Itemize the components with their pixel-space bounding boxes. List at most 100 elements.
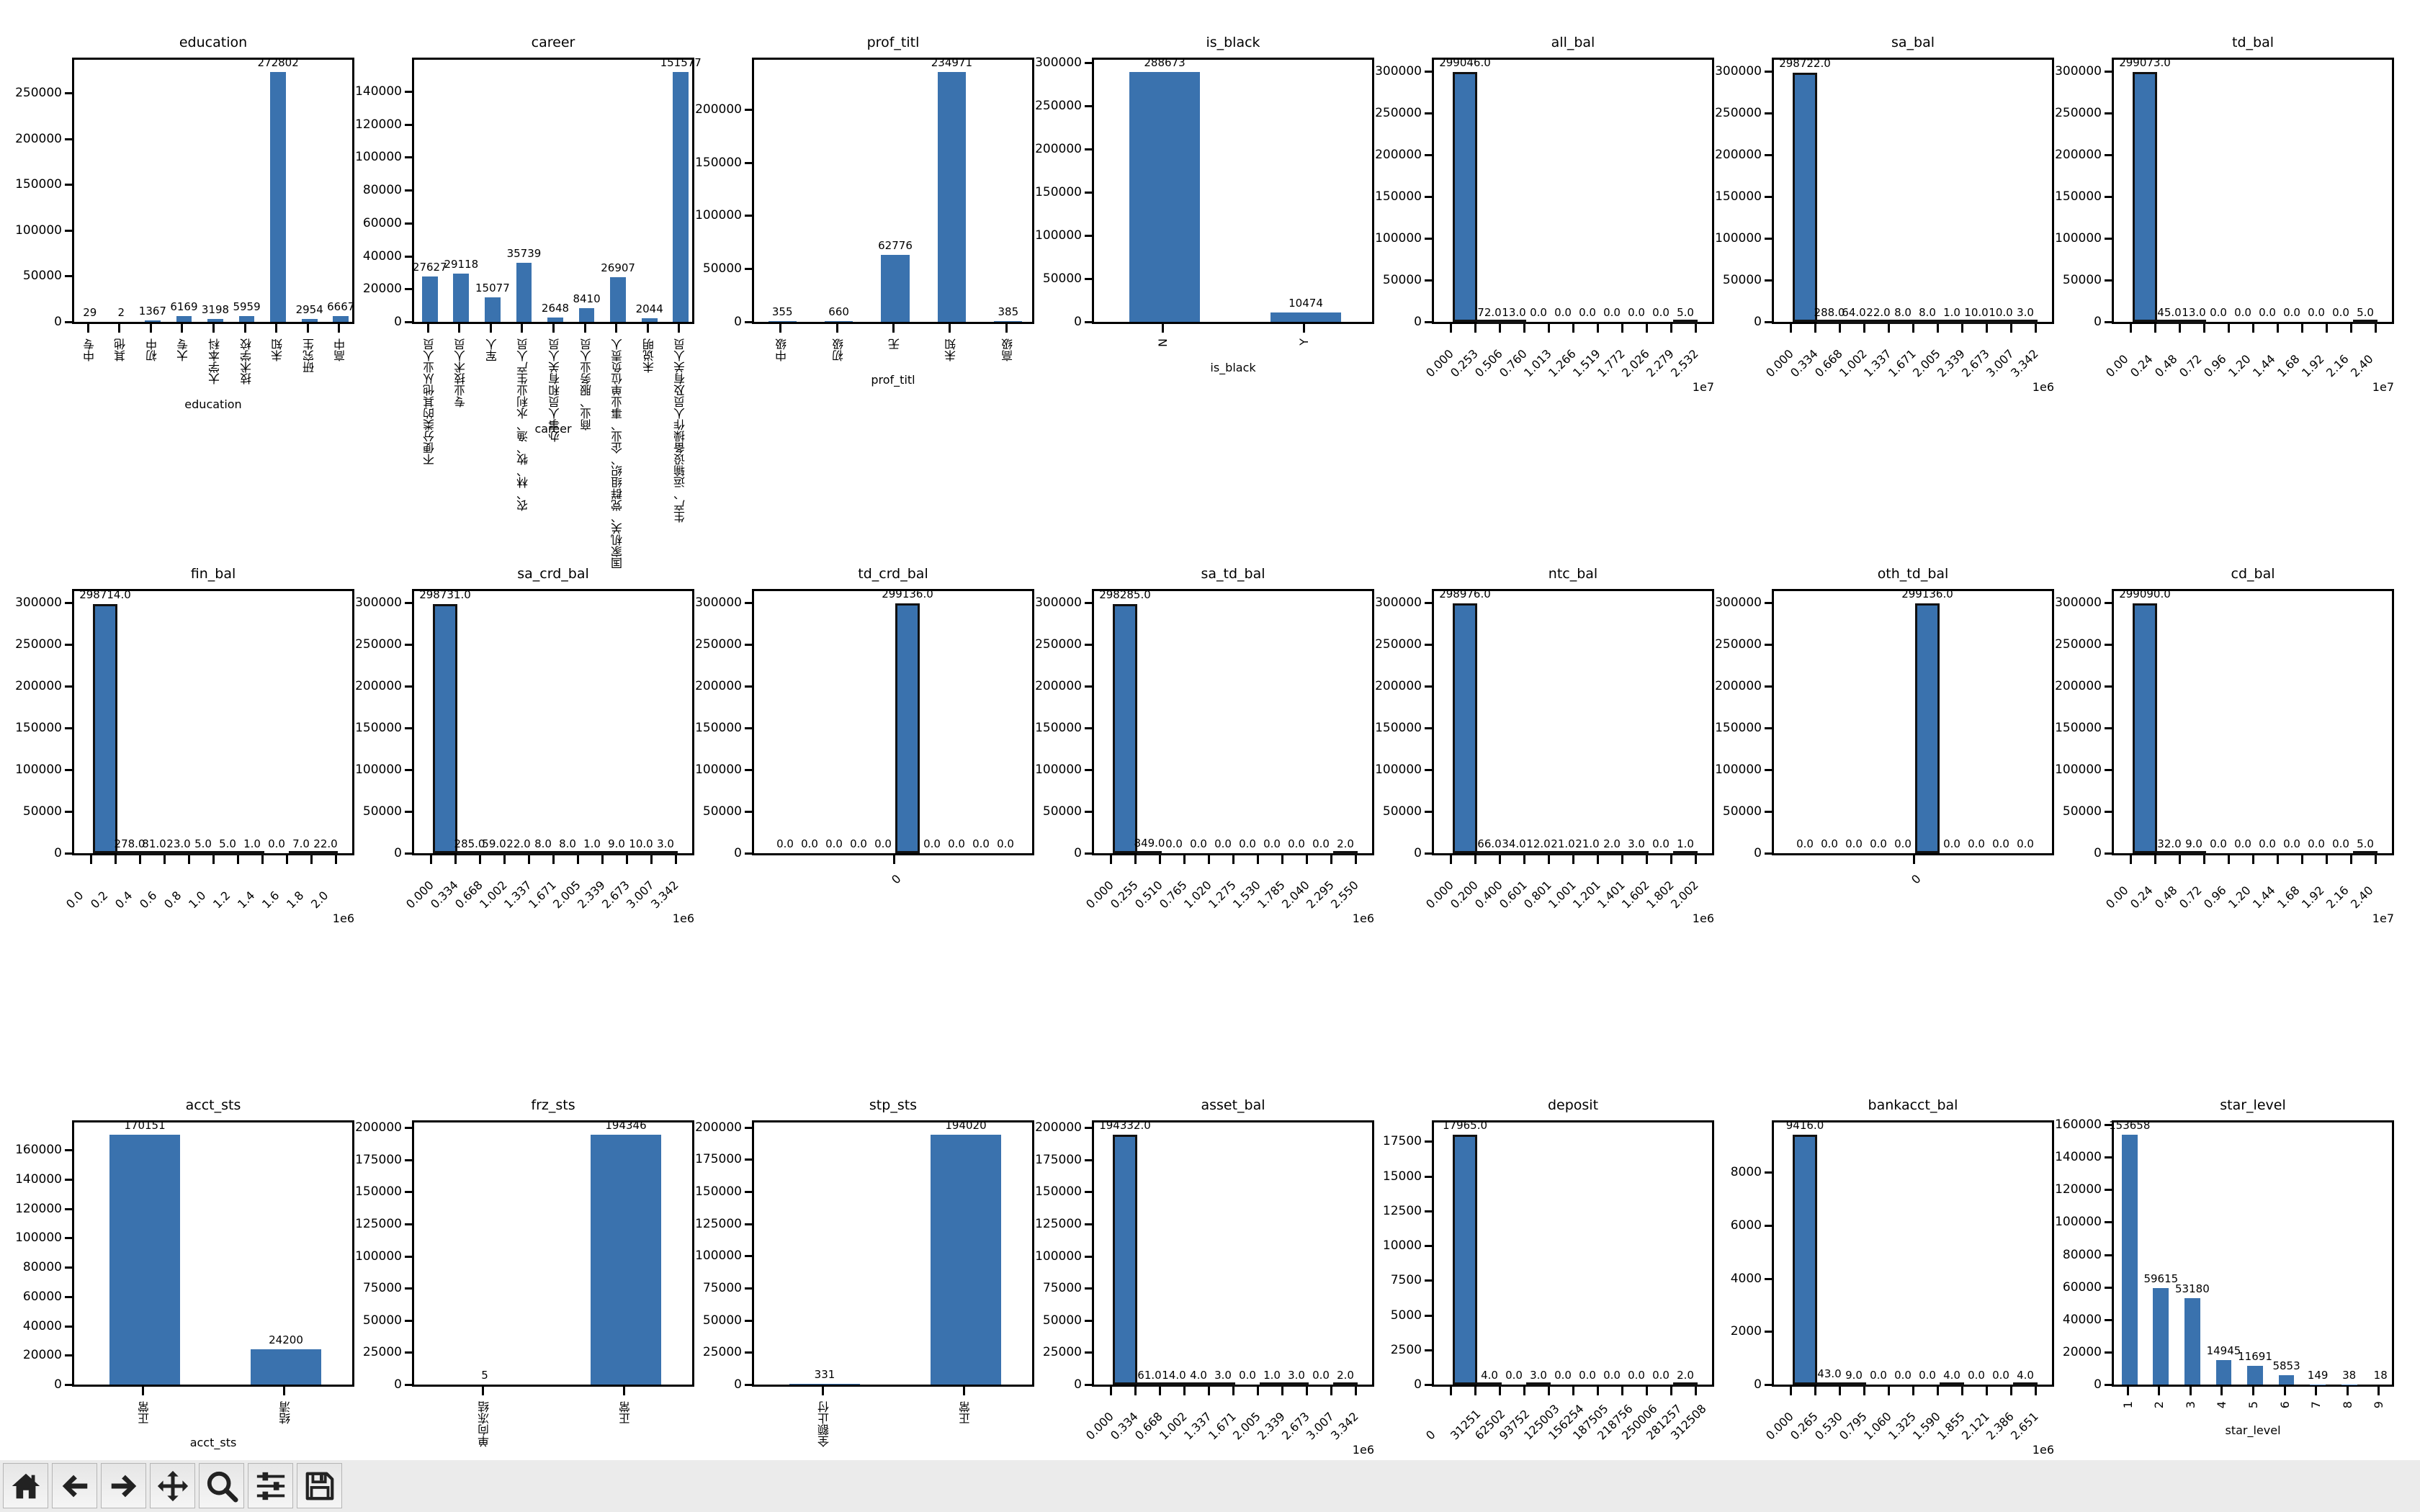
histogram-bar[interactable]	[1793, 1135, 1817, 1385]
histogram-bar[interactable]	[191, 851, 215, 855]
histogram-bar[interactable]	[2013, 1382, 2038, 1387]
histogram-bar[interactable]	[1575, 851, 1600, 855]
histogram-bar[interactable]	[1453, 1135, 1477, 1385]
plot-area[interactable]: 299073.0 45.0 13.0 0.0 0.0 0.0 0.0 0.0 0.0 5.0	[2112, 58, 2394, 324]
plot-area[interactable]: 0.0 0.0 0.0 0.0 0.0 299136.0 0.0 0.0 0.0 0.0	[1772, 589, 2054, 855]
histogram-bar[interactable]	[482, 851, 506, 855]
plot-area[interactable]: 298285.0 849.0 0.0 0.0 0.0 0.0 0.0 0.0 0.0 2.0	[1092, 589, 1374, 855]
plot-area[interactable]: 355 660 62776 234971 385	[752, 58, 1034, 324]
histogram-bar[interactable]	[1940, 320, 1964, 324]
bar[interactable]	[145, 320, 161, 322]
histogram-bar[interactable]	[1526, 851, 1551, 855]
back-button[interactable]	[52, 1463, 97, 1508]
histogram-bar[interactable]	[2353, 851, 2378, 855]
plot-area[interactable]: 194332.0 61.0 14.0 4.0 3.0 0.0 1.0 3.0 0.0 2.0	[1092, 1120, 1374, 1387]
bar[interactable]	[610, 277, 626, 322]
plot-area[interactable]: 5 194346	[412, 1120, 694, 1387]
bar[interactable]	[825, 321, 853, 322]
bar[interactable]	[516, 263, 532, 322]
histogram-bar[interactable]	[1113, 604, 1137, 853]
histogram-bar[interactable]	[433, 603, 457, 853]
bar[interactable]	[238, 316, 255, 322]
bar[interactable]	[2215, 1360, 2232, 1385]
histogram-bar[interactable]	[1502, 320, 1526, 324]
bar[interactable]	[333, 315, 349, 322]
histogram-bar[interactable]	[1162, 1382, 1186, 1387]
histogram-bar[interactable]	[1526, 1382, 1551, 1387]
plot-area[interactable]: 299046.0 72.0 13.0 0.0 0.0 0.0 0.0 0.0 0.0 5.0	[1432, 58, 1714, 324]
bar[interactable]	[2278, 1374, 2295, 1385]
plot-area[interactable]: 27627 29118 15077 35739 2648 8410 26907 2044 151…	[412, 58, 702, 324]
histogram-bar[interactable]	[1915, 320, 1940, 324]
histogram-bar[interactable]	[1940, 1382, 1964, 1387]
bar[interactable]	[176, 316, 192, 322]
histogram-bar[interactable]	[1915, 603, 1940, 853]
histogram-bar[interactable]	[531, 851, 555, 855]
histogram-bar[interactable]	[1673, 851, 1698, 855]
histogram-bar[interactable]	[1333, 851, 1358, 855]
histogram-bar[interactable]	[1477, 851, 1502, 855]
histogram-bar[interactable]	[1624, 851, 1649, 855]
histogram-bar[interactable]	[1673, 320, 1698, 324]
histogram-bar[interactable]	[289, 851, 313, 855]
bar[interactable]	[2247, 1365, 2263, 1385]
histogram-bar[interactable]	[2157, 320, 2182, 324]
histogram-bar[interactable]	[93, 603, 117, 853]
bar[interactable]	[768, 321, 797, 322]
histogram-bar[interactable]	[1137, 1382, 1162, 1387]
histogram-bar[interactable]	[1551, 851, 1575, 855]
histogram-bar[interactable]	[1673, 1382, 1698, 1387]
histogram-bar[interactable]	[117, 851, 142, 855]
histogram-bar[interactable]	[313, 851, 338, 855]
histogram-bar[interactable]	[2013, 320, 2038, 324]
histogram-bar[interactable]	[1453, 603, 1477, 853]
bar[interactable]	[994, 321, 1023, 322]
bar[interactable]	[207, 318, 223, 322]
histogram-bar[interactable]	[1817, 1382, 1842, 1387]
histogram-bar[interactable]	[653, 851, 678, 855]
histogram-bar[interactable]	[457, 851, 482, 855]
histogram-bar[interactable]	[1333, 1382, 1358, 1387]
histogram-bar[interactable]	[1477, 1382, 1502, 1387]
histogram-bar[interactable]	[1842, 1382, 1866, 1387]
plot-area[interactable]: 29 2 1367 6169 3198 5959 272802 2954 6667	[72, 58, 354, 324]
histogram-bar[interactable]	[2133, 72, 2157, 322]
pan-button[interactable]	[150, 1463, 195, 1508]
plot-area[interactable]: 9416.0 43.0 9.0 0.0 0.0 0.0 4.0 0.0 0.0 4.0	[1772, 1120, 2054, 1387]
plot-area[interactable]: 331 194020	[752, 1120, 1034, 1387]
histogram-bar[interactable]	[580, 851, 604, 855]
histogram-bar[interactable]	[215, 851, 240, 855]
plot-area[interactable]: 170151 24200	[72, 1120, 354, 1387]
bar[interactable]	[270, 72, 286, 322]
histogram-bar[interactable]	[1260, 1382, 1284, 1387]
histogram-bar[interactable]	[1964, 320, 1989, 324]
histogram-bar[interactable]	[1989, 320, 2013, 324]
histogram-bar[interactable]	[1453, 72, 1477, 322]
bar[interactable]	[1270, 312, 1341, 322]
plot-area[interactable]: 298722.0 288.0 64.0 22.0 8.0 8.0 1.0 10.0 10.0 3.…	[1772, 58, 2054, 324]
histogram-bar[interactable]	[2157, 851, 2182, 855]
bar[interactable]	[937, 72, 966, 322]
bar[interactable]	[673, 72, 689, 322]
plot-area[interactable]: 298976.0 66.0 34.0 12.0 21.0 21.0 2.0 3.0 0.0 1.0	[1432, 589, 1714, 855]
bar[interactable]	[251, 1349, 321, 1385]
bar[interactable]	[591, 1135, 661, 1385]
histogram-bar[interactable]	[1793, 72, 1817, 322]
bar[interactable]	[789, 1384, 860, 1385]
bar[interactable]	[931, 1135, 1001, 1385]
plot-area[interactable]: 299090.0 32.0 9.0 0.0 0.0 0.0 0.0 0.0 0.0 5.0	[2112, 589, 2394, 855]
plot-area[interactable]: 298714.0 278.0 81.0 23.0 5.0 5.0 1.0 0.0 7.0 22.0	[72, 589, 354, 855]
save-button[interactable]	[297, 1463, 342, 1508]
plot-area[interactable]: 288673 10474	[1092, 58, 1374, 324]
bar[interactable]	[1129, 72, 1200, 322]
plot-area[interactable]: 17965.0 4.0 0.0 3.0 0.0 0.0 0.0 0.0 0.0 2.0	[1432, 1120, 1714, 1387]
plot-area[interactable]: 153658 59615 53180 14945 11691 5853 149 38 18	[2109, 1120, 2394, 1387]
histogram-bar[interactable]	[240, 851, 264, 855]
bar[interactable]	[421, 276, 438, 322]
histogram-bar[interactable]	[1600, 851, 1624, 855]
home-button[interactable]	[3, 1463, 48, 1508]
histogram-bar[interactable]	[2353, 320, 2378, 324]
bar[interactable]	[2184, 1298, 2200, 1385]
bar[interactable]	[109, 1135, 180, 1385]
histogram-bar[interactable]	[506, 851, 531, 855]
